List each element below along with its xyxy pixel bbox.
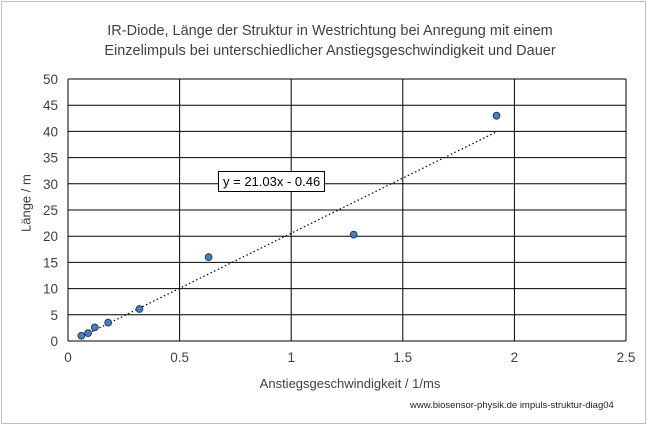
data-point — [349, 230, 358, 239]
x-tick-label: 1 — [287, 350, 295, 365]
data-point — [77, 331, 86, 340]
y-tick-label: 30 — [43, 177, 58, 192]
x-tick-label: 0 — [64, 350, 72, 365]
y-tick-label: 25 — [43, 203, 58, 218]
data-point — [135, 305, 144, 313]
data-point — [492, 111, 501, 120]
data-point — [104, 318, 113, 327]
data-point — [84, 329, 92, 338]
trendline-equation: y = 21.03x - 0.46 — [218, 171, 326, 192]
chart-title-line-2: Einzelimpuls bei unterschiedlicher Ansti… — [104, 43, 556, 59]
data-point — [204, 253, 213, 262]
y-tick-label: 45 — [43, 98, 58, 113]
source-credit: www.biosensor-physik.de impuls-struktur-… — [410, 400, 614, 411]
y-tick-label: 20 — [43, 229, 58, 244]
y-tick-label: 5 — [50, 308, 58, 323]
y-tick-label: 15 — [43, 255, 58, 270]
y-tick-label: 35 — [43, 151, 58, 166]
x-tick-label: 2 — [511, 350, 519, 365]
x-axis-label: Anstiegsgeschwindigkeit / 1/ms — [259, 376, 441, 391]
y-tick-label: 10 — [43, 282, 58, 297]
y-tick-label: 40 — [43, 124, 58, 139]
x-tick-label: 1.5 — [393, 350, 412, 365]
x-tick-label: 0.5 — [170, 350, 189, 365]
data-point — [90, 323, 99, 332]
trendline — [81, 131, 497, 338]
y-axis-label: Länge / m — [18, 174, 34, 232]
y-tick-label: 0 — [50, 334, 58, 349]
chart-title: IR-Diode, Länge der Struktur in Westrich… — [40, 21, 620, 61]
y-tick-label: 50 — [43, 72, 58, 87]
chart-title-line-1: IR-Diode, Länge der Struktur in Westrich… — [107, 23, 553, 39]
x-tick-label: 2.5 — [617, 350, 636, 365]
